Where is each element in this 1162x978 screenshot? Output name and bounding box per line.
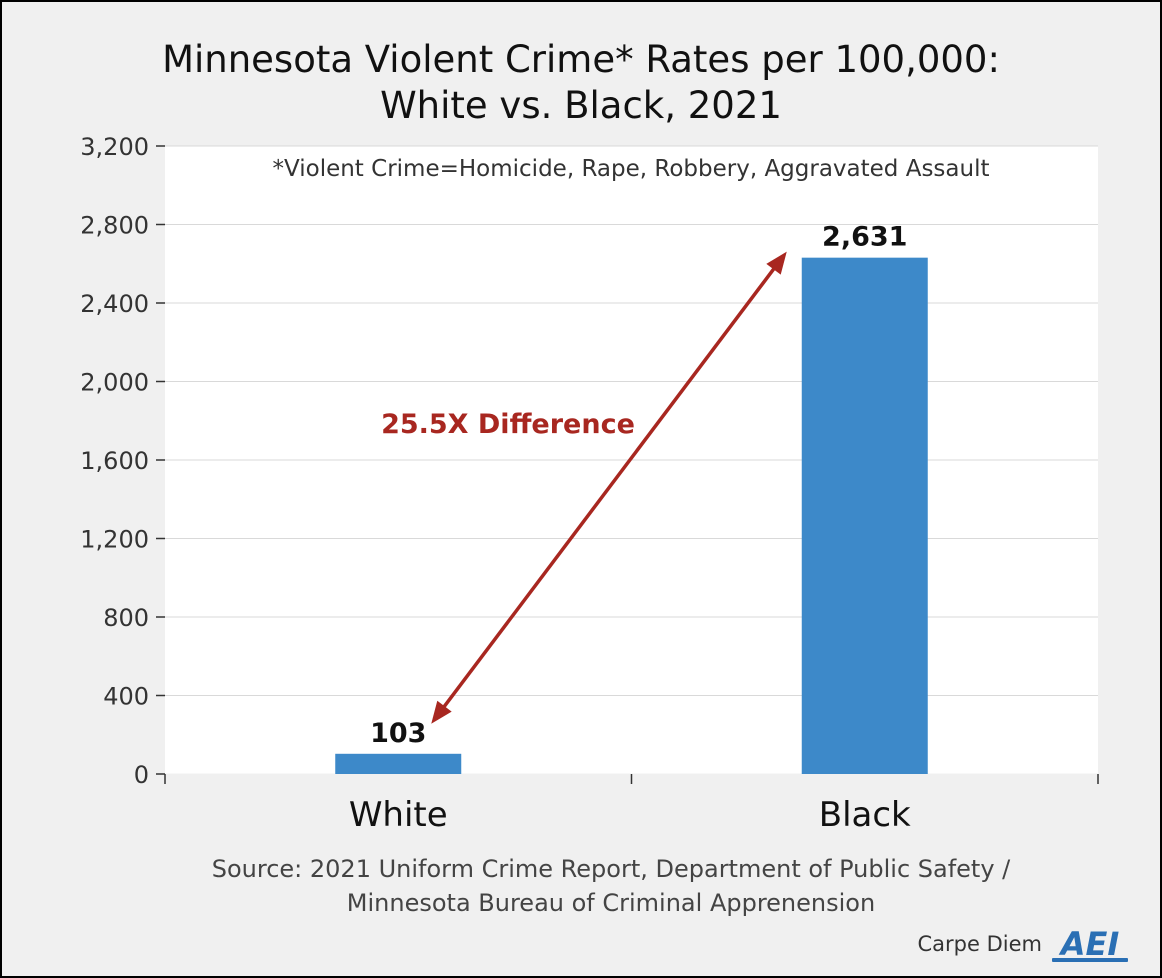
chart-note: *Violent Crime=Homicide, Rape, Robbery, … <box>273 156 990 182</box>
chart-title-line-1: Minnesota Violent Crime* Rates per 100,0… <box>162 38 1000 81</box>
arrow-shaft <box>438 261 780 714</box>
y-tick-label: 2,400 <box>80 290 149 318</box>
difference-arrow <box>431 251 787 724</box>
source-line-2: Minnesota Bureau of Criminal Apprenensio… <box>347 889 875 917</box>
y-tick-label: 1,600 <box>80 447 149 475</box>
difference-annotation: 25.5X Difference <box>381 409 635 440</box>
y-tick-label: 800 <box>103 604 149 632</box>
y-tick-label: 400 <box>103 683 149 711</box>
blog-name: Carpe Diem <box>917 932 1042 956</box>
arrow-head-down <box>431 700 452 724</box>
x-category-label: Black <box>819 795 911 835</box>
y-tick-label: 0 <box>134 761 149 789</box>
x-category-label: White <box>349 795 448 835</box>
labels: 0 400 800 1,200 1,600 2,000 2,400 2,800 3,200 103… <box>80 133 911 835</box>
branding: Carpe Diem AEI <box>918 922 1132 966</box>
y-tick-label: 2,000 <box>80 369 149 397</box>
bar-value-label: 103 <box>370 718 426 749</box>
bar-value-label: 2,631 <box>822 222 907 253</box>
bars <box>335 257 928 774</box>
arrow-head-up <box>766 251 787 275</box>
bar-white <box>335 753 462 774</box>
axes <box>156 145 1099 784</box>
source-line-1: Source: 2021 Uniform Crime Report, Depar… <box>212 855 1011 883</box>
bar-black <box>801 257 928 774</box>
y-tick-label: 1,200 <box>80 526 149 554</box>
grid-lines <box>165 145 1098 696</box>
aei-logo-text: AEI <box>1058 925 1120 963</box>
y-tick-label: 3,200 <box>80 133 149 161</box>
chart-title-line-2: White vs. Black, 2021 <box>380 84 782 127</box>
y-tick-label: 2,800 <box>80 212 149 240</box>
aei-logo-icon: AEI <box>1052 925 1128 963</box>
